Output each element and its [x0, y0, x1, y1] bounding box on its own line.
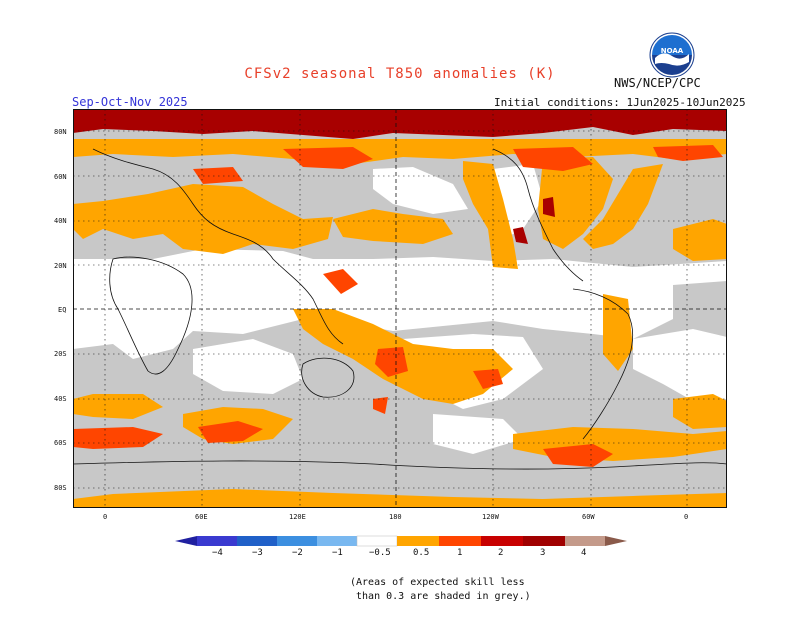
colorbar-arrow-warm	[605, 536, 627, 546]
colorbar-cell-neutral	[356, 535, 398, 547]
indian-ocean-neutral	[193, 339, 303, 394]
skill-note: (Areas of expected skill less than 0.3 a…	[350, 576, 531, 604]
lon-label-180: 180	[389, 513, 402, 521]
initial-conditions-label: Initial conditions: 1Jun2025-10Jun2025	[494, 96, 746, 109]
colorbar-label-2: 2	[498, 548, 504, 558]
graticule	[73, 109, 727, 508]
tropical-neutral-band	[73, 249, 727, 359]
colorbar-cell-2	[237, 536, 277, 546]
lat-label-20n: 20N	[54, 262, 67, 270]
colorbar-cell-9	[523, 536, 565, 546]
colorbar-label-neg2: −2	[292, 548, 303, 558]
skill-note-line-1: (Areas of expected skill less	[350, 577, 525, 588]
colorbar-label-neg1: −1	[332, 548, 343, 558]
colorbar-label-1: 1	[457, 548, 463, 558]
warm-anomaly-1	[73, 145, 723, 467]
lon-label-0-east: 0	[684, 513, 689, 521]
lon-label-120w: 120W	[482, 513, 499, 521]
map-frame	[73, 109, 727, 508]
lat-label-60n: 60N	[54, 173, 67, 181]
southern-ocean-neutral	[433, 414, 523, 454]
organization-label: NWS/NCEP/CPC	[614, 76, 701, 90]
colorbar-label-4: 4	[581, 548, 587, 558]
lat-label-eq: EQ	[58, 306, 67, 314]
colorbar-label-neg3: −3	[252, 548, 263, 558]
lon-label-60e: 60E	[195, 513, 208, 521]
lon-label-0: 0	[103, 513, 108, 521]
skill-note-line-2: than 0.3 are shaded in grey.)	[350, 591, 531, 602]
lat-label-80n: 80N	[54, 128, 67, 136]
colorbar-cell-6	[397, 536, 439, 546]
colorbar-cell-7	[439, 536, 481, 546]
colorbar-label-neg0-5: −0.5	[369, 548, 391, 558]
lon-label-120e: 120E	[289, 513, 306, 521]
lat-label-80s: 80S	[54, 484, 67, 492]
north-pacific-neutral	[373, 167, 468, 214]
colorbar	[175, 535, 627, 547]
season-label: Sep-Oct-Nov 2025	[72, 95, 188, 109]
noaa-logo-text: NOAA	[661, 47, 684, 55]
south-atlantic-neutral	[633, 329, 727, 401]
lon-label-60w: 60W	[582, 513, 595, 521]
anomaly-map	[73, 109, 727, 508]
colorbar-label-0-5: 0.5	[413, 548, 430, 558]
colorbar-label-3: 3	[540, 548, 546, 558]
colorbar-cell-3	[277, 536, 317, 546]
lat-label-20s: 20S	[54, 350, 67, 358]
lat-label-40s: 40S	[54, 395, 67, 403]
colorbar-cell-4	[317, 536, 357, 546]
lat-label-60s: 60S	[54, 439, 67, 447]
colorbar-arrow-cold	[175, 536, 197, 546]
colorbar-cell-8	[481, 536, 523, 546]
noaa-logo: NOAA	[649, 32, 695, 78]
colorbar-label-neg4: −4	[212, 548, 223, 558]
colorbar-cell-10	[565, 536, 605, 546]
colorbar-cell-1	[197, 536, 237, 546]
lat-label-40n: 40N	[54, 217, 67, 225]
warm-anomaly-2	[73, 109, 727, 244]
coastlines	[73, 148, 727, 470]
map-title: CFSv2 seasonal T850 anomalies (K)	[244, 66, 556, 82]
